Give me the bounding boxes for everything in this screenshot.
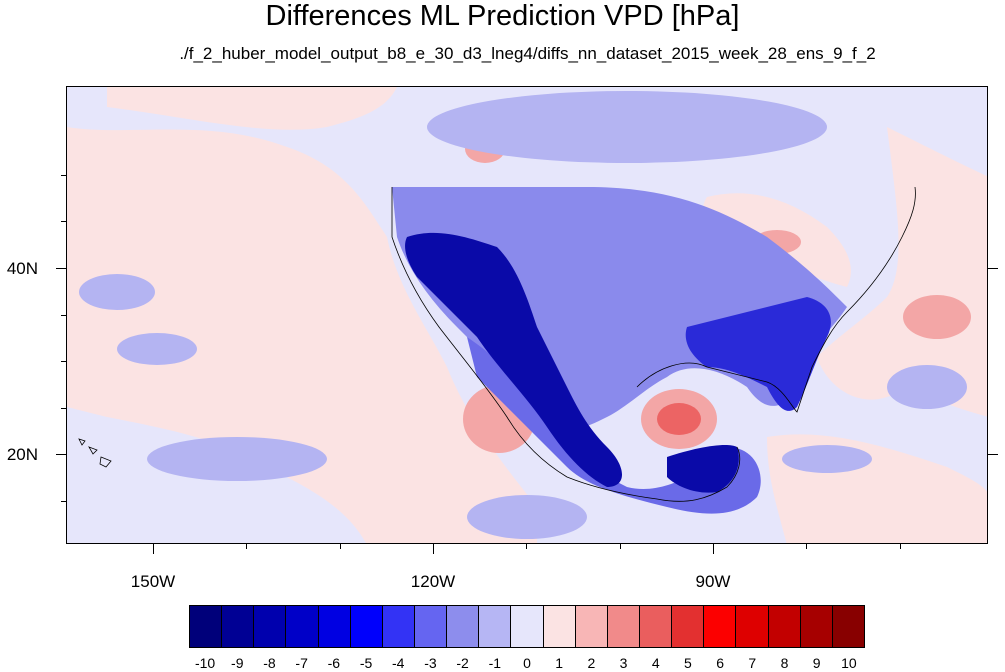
- colorbar-label: 1: [555, 655, 564, 671]
- colorbar-segment-0: [190, 606, 223, 647]
- coastline: [391, 186, 916, 502]
- dark-blue-region-central-america: [667, 445, 739, 493]
- colorbar-segment-18: [768, 606, 801, 647]
- colorbar-label: 6: [716, 655, 725, 671]
- colorbar-segment-16: [704, 606, 737, 647]
- colorbar-segment-12: [575, 606, 608, 647]
- lon-minor-tick-3: [526, 544, 527, 549]
- pink-region-east: [817, 127, 987, 417]
- colorbar-segment-11: [543, 606, 576, 647]
- lon-label-120w: 120W: [410, 572, 456, 591]
- blue-patch-caribbean: [782, 445, 872, 473]
- red-patch-gulf-core: [657, 403, 701, 435]
- colorbar-label: -4: [392, 655, 405, 671]
- chart-title: Differences ML Prediction VPD [hPa]: [265, 0, 740, 32]
- lat-tick-20n-right: [988, 454, 998, 455]
- colorbar: [189, 605, 865, 648]
- lon-minor-tick-1: [246, 544, 247, 549]
- colorbar-label: 7: [748, 655, 757, 671]
- colorbar-label: 2: [587, 655, 596, 671]
- colorbar-label: -2: [456, 655, 469, 671]
- map-panel: [66, 86, 988, 544]
- colorbar-label: -3: [424, 655, 437, 671]
- lon-tick-120w: [433, 544, 434, 554]
- lon-label-90w: 90W: [695, 572, 731, 591]
- lon-minor-tick-6: [900, 544, 901, 549]
- colorbar-label: -10: [194, 655, 216, 671]
- lat-minor-tick-2: [61, 221, 66, 222]
- colorbar-label: 5: [684, 655, 692, 671]
- lat-label-20n: 20N: [6, 445, 38, 464]
- blue-patch-pacific-1: [79, 274, 155, 310]
- lat-minor-tick-6: [61, 501, 66, 502]
- pink-region-northwest: [107, 87, 397, 130]
- colorbar-label: -9: [231, 655, 244, 671]
- colorbar-segment-10: [511, 606, 544, 647]
- colorbar-label: -7: [295, 655, 308, 671]
- lat-minor-tick-4: [61, 361, 66, 362]
- colorbar-segment-19: [800, 606, 833, 647]
- pink-region-pacific-west: [67, 127, 537, 543]
- lon-label-150w: 150W: [130, 572, 176, 591]
- colorbar-segment-4: [318, 606, 351, 647]
- colorbar-segment-2: [254, 606, 287, 647]
- colorbar-label: 8: [780, 655, 789, 671]
- colorbar-label: -6: [327, 655, 341, 671]
- colorbar-label: 4: [651, 655, 660, 671]
- colorbar-label: 10: [841, 655, 857, 671]
- blue-region-mexico: [467, 337, 761, 514]
- colorbar-label: 0: [523, 655, 531, 671]
- vpd-difference-map: [67, 87, 987, 543]
- colorbar-segment-9: [479, 606, 512, 647]
- lat-minor-tick-5: [61, 408, 66, 409]
- hawaii-islands: [78, 438, 112, 468]
- colorbar-label: -1: [488, 655, 502, 671]
- colorbar-label: -8: [263, 655, 276, 671]
- colorbar-segment-8: [447, 606, 480, 647]
- lat-tick-40n-left: [56, 268, 66, 269]
- colorbar-segment-1: [222, 606, 255, 647]
- blue-patch-atlantic: [887, 365, 967, 409]
- lon-minor-tick-2: [340, 544, 341, 549]
- colorbar-segment-14: [639, 606, 673, 647]
- blue-region-southeast: [685, 297, 831, 411]
- lon-tick-90w: [713, 544, 714, 554]
- lat-label-40n: 40N: [6, 259, 38, 278]
- lon-minor-tick-5: [806, 544, 807, 549]
- colorbar-segment-5: [350, 606, 383, 647]
- blue-patch-south-pacific: [467, 495, 587, 539]
- lon-minor-tick-4: [620, 544, 621, 549]
- colorbar-segment-13: [607, 606, 640, 647]
- dark-blue-region-west: [405, 232, 622, 487]
- chart-subtitle: ./f_2_huber_model_output_b8_e_30_d3_lneg…: [179, 44, 876, 63]
- lat-tick-20n-left: [56, 454, 66, 455]
- colorbar-segment-3: [286, 606, 319, 647]
- colorbar-segment-20: [832, 606, 864, 647]
- pink-patch-atlantic: [903, 295, 971, 339]
- lat-minor-tick-1: [61, 175, 66, 176]
- blue-patch-north-canada: [427, 91, 827, 163]
- blue-patch-pacific-2: [117, 333, 197, 365]
- lat-tick-40n-right: [988, 268, 998, 269]
- colorbar-segment-15: [672, 606, 705, 647]
- colorbar-label: -5: [359, 655, 373, 671]
- colorbar-segment-17: [736, 606, 769, 647]
- lon-tick-150w: [153, 544, 154, 554]
- colorbar-label: 9: [812, 655, 821, 671]
- colorbar-label: 3: [619, 655, 628, 671]
- colorbar-segment-6: [382, 606, 415, 647]
- lat-minor-tick-3: [61, 315, 66, 316]
- colorbar-segment-7: [414, 606, 448, 647]
- blue-patch-pacific-3: [147, 437, 327, 481]
